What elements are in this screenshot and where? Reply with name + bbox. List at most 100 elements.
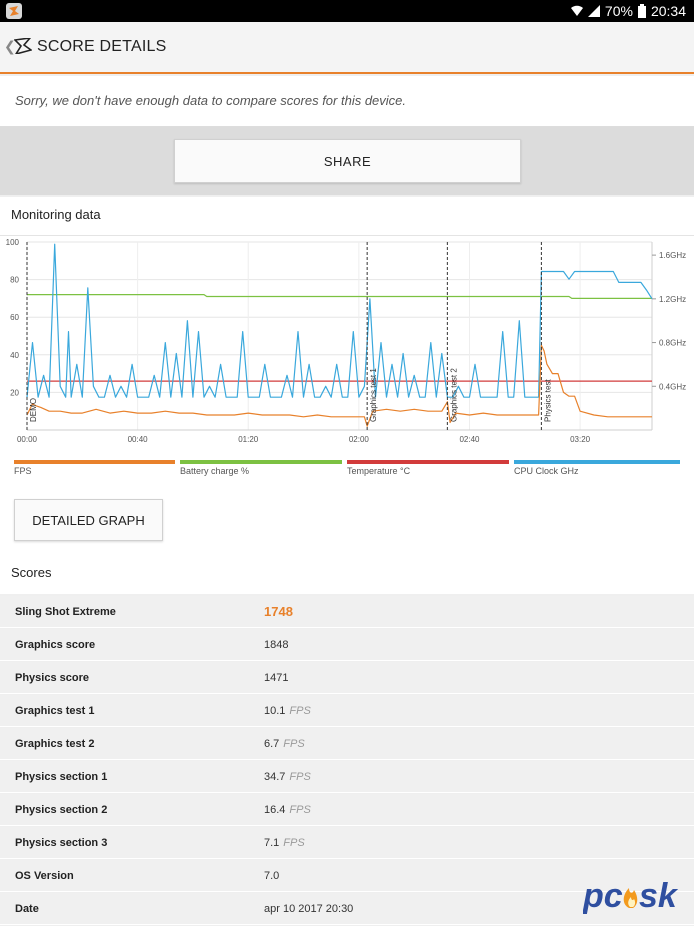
scores-header: Scores (0, 552, 694, 594)
score-label: OS Version (15, 870, 74, 882)
x-tick-label: 02:00 (349, 435, 370, 444)
legend-item-battery: Battery charge % (180, 460, 342, 480)
legend-swatch-temperature (347, 460, 509, 464)
score-row: Physics section 2 16.4 FPS (0, 794, 694, 826)
score-label: Date (15, 903, 39, 915)
y-right-tick-label: 1.2GHz (659, 295, 686, 304)
share-area: SHARE (0, 127, 694, 195)
score-value: 10.1 FPS (264, 705, 311, 717)
score-row: Physics score 1471 (0, 662, 694, 694)
wifi-icon (570, 5, 583, 16)
3dmark-logo-icon[interactable] (13, 36, 33, 59)
battery-percent: 70% (604, 3, 633, 19)
score-value-text: 7.1 (264, 837, 280, 849)
score-value: 1471 (264, 672, 288, 684)
series-line-battery-charge (27, 293, 652, 300)
score-row: Graphics score 1848 (0, 629, 694, 661)
score-row: OS Version 7.0 (0, 860, 694, 892)
x-tick-label: 01:20 (238, 435, 259, 444)
score-value: 7.0 (264, 870, 279, 882)
legend-label-fps: FPS (14, 466, 32, 476)
series-line-cpu-clock-ghz (26, 243, 653, 398)
score-row: Physics section 3 7.1 FPS (0, 827, 694, 859)
scores-table: Sling Shot Extreme 1748 Graphics score 1848… (0, 596, 694, 926)
status-right: 70% 20:34 (570, 3, 686, 19)
score-row: Physics section 1 34.7 FPS (0, 761, 694, 793)
score-label: Graphics test 2 (15, 738, 95, 750)
scores-title: Scores (11, 565, 52, 580)
notice-text: Sorry, we don't have enough data to comp… (15, 93, 407, 108)
legend-label-temperature: Temperature °C (347, 466, 411, 476)
legend-label-battery: Battery charge % (180, 466, 250, 476)
back-chevron-icon[interactable]: ❮ (4, 38, 16, 54)
marker-label: DEMO (29, 398, 38, 422)
detailed-graph-button[interactable]: DETAILED GRAPH (14, 499, 163, 541)
marker-label: Graphics test 2 (449, 368, 458, 422)
y-left-tick-label: 60 (10, 313, 19, 322)
divider (0, 235, 694, 236)
score-unit: FPS (289, 804, 311, 816)
score-value-text: 34.7 (264, 771, 286, 783)
score-value: 6.7 FPS (264, 738, 305, 750)
y-left-tick-label: 40 (10, 351, 19, 360)
x-tick-label: 00:00 (17, 435, 38, 444)
y-right-tick-label: 1.6GHz (659, 251, 686, 260)
score-value-text: 1848 (264, 639, 289, 651)
score-value: 1748 (264, 604, 293, 619)
y-left-tick-label: 80 (10, 276, 19, 285)
score-unit: FPS (289, 705, 311, 717)
marker-label: Graphics test 1 (369, 368, 378, 422)
score-value-text: 10.1 (264, 705, 286, 717)
y-right-tick-label: 0.8GHz (659, 339, 686, 348)
share-button[interactable]: SHARE (174, 139, 521, 183)
status-bar: 70% 20:34 (0, 0, 694, 22)
score-label: Physics section 3 (15, 837, 108, 849)
chart-legend: FPS Battery charge % Temperature °C CPU … (14, 460, 680, 480)
legend-label-cpu-clock: CPU Clock GHz (514, 466, 579, 476)
score-row: Graphics test 2 6.7 FPS (0, 728, 694, 760)
y-left-tick-label: 20 (10, 388, 19, 397)
legend-item-cpu-clock: CPU Clock GHz (514, 460, 680, 480)
x-tick-label: 02:40 (459, 435, 480, 444)
marker-label: Physics test (543, 379, 552, 422)
score-value-text: 7.0 (264, 870, 280, 882)
y-left-tick-label: 100 (6, 238, 20, 247)
score-value-text: 16.4 (264, 804, 286, 816)
signal-icon (587, 5, 600, 17)
compare-notice: Sorry, we don't have enough data to comp… (0, 76, 694, 127)
score-value-text: apr 10 2017 20:30 (264, 903, 354, 915)
score-value-text: 1471 (264, 672, 289, 684)
score-unit: FPS (283, 837, 305, 849)
legend-swatch-battery (180, 460, 342, 464)
score-unit: FPS (283, 738, 305, 750)
score-label: Physics score (15, 672, 89, 684)
score-value-text: 6.7 (264, 738, 280, 750)
score-label: Sling Shot Extreme (15, 606, 116, 618)
clock: 20:34 (650, 3, 686, 19)
monitoring-title: Monitoring data (11, 207, 101, 222)
score-row: Graphics test 1 10.1 FPS (0, 695, 694, 727)
series-line-fps (26, 344, 652, 427)
app-bar: ❮ SCORE DETAILS (0, 22, 694, 74)
score-label: Graphics test 1 (15, 705, 95, 717)
score-value-text: 1748 (264, 604, 293, 619)
legend-item-fps: FPS (14, 460, 175, 480)
score-value: 34.7 FPS (264, 771, 311, 783)
score-row: Sling Shot Extreme 1748 (0, 596, 694, 628)
battery-icon (637, 4, 646, 18)
legend-item-temperature: Temperature °C (347, 460, 509, 480)
score-label: Physics section 2 (15, 804, 108, 816)
monitoring-card: Monitoring data 100 80 60 40 20 1.6GHz 1.2GHz 0… (0, 197, 694, 552)
monitoring-chart[interactable]: 100 80 60 40 20 1.6GHz 1.2GHz 0.8GHz 0.4GHz 00:00… (0, 237, 694, 452)
x-tick-label: 00:40 (128, 435, 149, 444)
svg-text:pc: pc (583, 877, 623, 915)
score-value: 7.1 FPS (264, 837, 305, 849)
x-tick-label: 03:20 (570, 435, 591, 444)
score-label: Graphics score (15, 639, 96, 651)
legend-swatch-fps (14, 460, 175, 464)
score-value: 16.4 FPS (264, 804, 311, 816)
score-unit: FPS (289, 771, 311, 783)
app-notification-icon (6, 3, 22, 19)
y-right-tick-label: 0.4GHz (659, 382, 686, 391)
page-title: SCORE DETAILS (37, 38, 167, 55)
